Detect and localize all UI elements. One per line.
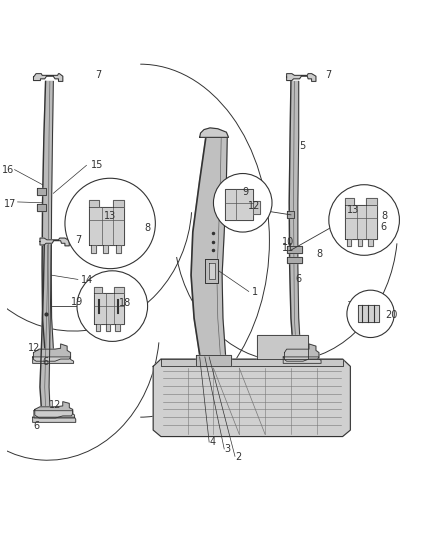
Text: 20: 20: [385, 310, 397, 320]
Polygon shape: [34, 411, 74, 418]
Polygon shape: [368, 239, 373, 246]
Text: 12: 12: [49, 400, 61, 410]
Text: 17: 17: [4, 199, 16, 209]
Text: 13: 13: [104, 211, 116, 221]
Text: 13: 13: [347, 205, 359, 215]
Polygon shape: [40, 245, 52, 416]
Polygon shape: [34, 74, 63, 82]
Text: 12: 12: [248, 201, 260, 211]
Circle shape: [65, 178, 155, 269]
Polygon shape: [161, 359, 343, 366]
Text: 1: 1: [252, 287, 258, 297]
Circle shape: [347, 290, 394, 337]
Polygon shape: [191, 138, 227, 355]
Polygon shape: [196, 355, 231, 366]
Polygon shape: [358, 239, 362, 246]
Text: 7: 7: [75, 235, 81, 245]
Polygon shape: [153, 359, 350, 437]
Polygon shape: [345, 198, 354, 205]
Text: 15: 15: [91, 160, 103, 171]
Text: 5: 5: [300, 141, 306, 151]
Polygon shape: [106, 324, 110, 331]
Text: 19: 19: [71, 297, 83, 307]
Polygon shape: [286, 74, 316, 82]
Polygon shape: [253, 200, 260, 214]
Text: 18: 18: [119, 298, 131, 308]
Polygon shape: [94, 287, 102, 293]
Text: 14: 14: [81, 275, 93, 285]
Polygon shape: [34, 344, 71, 361]
Circle shape: [213, 174, 272, 232]
Polygon shape: [35, 402, 73, 418]
Text: 8: 8: [381, 211, 388, 221]
Polygon shape: [116, 245, 121, 253]
Text: 7: 7: [95, 70, 101, 80]
Polygon shape: [103, 245, 108, 253]
Text: 9: 9: [243, 188, 249, 197]
Polygon shape: [205, 259, 218, 283]
Text: 6: 6: [34, 421, 40, 431]
Polygon shape: [113, 200, 124, 207]
Polygon shape: [366, 198, 377, 205]
Text: 3: 3: [224, 445, 230, 455]
Polygon shape: [37, 204, 46, 211]
Text: 8: 8: [145, 223, 151, 233]
Text: 10: 10: [283, 237, 295, 247]
Polygon shape: [200, 128, 229, 138]
Circle shape: [329, 185, 399, 255]
Polygon shape: [113, 287, 124, 293]
Text: 4: 4: [209, 437, 215, 447]
Polygon shape: [209, 263, 215, 279]
Polygon shape: [345, 205, 377, 239]
Polygon shape: [96, 324, 100, 331]
Text: 6: 6: [295, 274, 301, 285]
Text: 12: 12: [28, 343, 40, 353]
Polygon shape: [285, 344, 319, 361]
Text: 6: 6: [381, 222, 387, 232]
Text: 8: 8: [317, 248, 323, 259]
Circle shape: [77, 271, 148, 342]
Polygon shape: [37, 188, 46, 196]
Polygon shape: [33, 357, 74, 364]
Polygon shape: [347, 239, 351, 246]
Text: 2: 2: [235, 452, 241, 462]
Polygon shape: [289, 82, 301, 359]
Polygon shape: [88, 200, 99, 207]
Polygon shape: [88, 207, 124, 245]
Text: 6: 6: [42, 357, 48, 367]
Polygon shape: [286, 256, 302, 263]
Polygon shape: [42, 82, 55, 359]
Text: 11: 11: [283, 244, 295, 253]
Polygon shape: [283, 357, 321, 364]
Text: 16: 16: [2, 165, 14, 175]
Polygon shape: [225, 189, 253, 220]
Polygon shape: [286, 211, 294, 219]
Polygon shape: [115, 324, 120, 331]
Polygon shape: [257, 335, 308, 359]
Polygon shape: [33, 417, 76, 422]
Polygon shape: [358, 305, 379, 321]
Polygon shape: [286, 246, 302, 253]
Polygon shape: [94, 293, 124, 324]
Polygon shape: [40, 238, 69, 246]
Text: 7: 7: [325, 70, 332, 80]
Polygon shape: [91, 245, 96, 253]
